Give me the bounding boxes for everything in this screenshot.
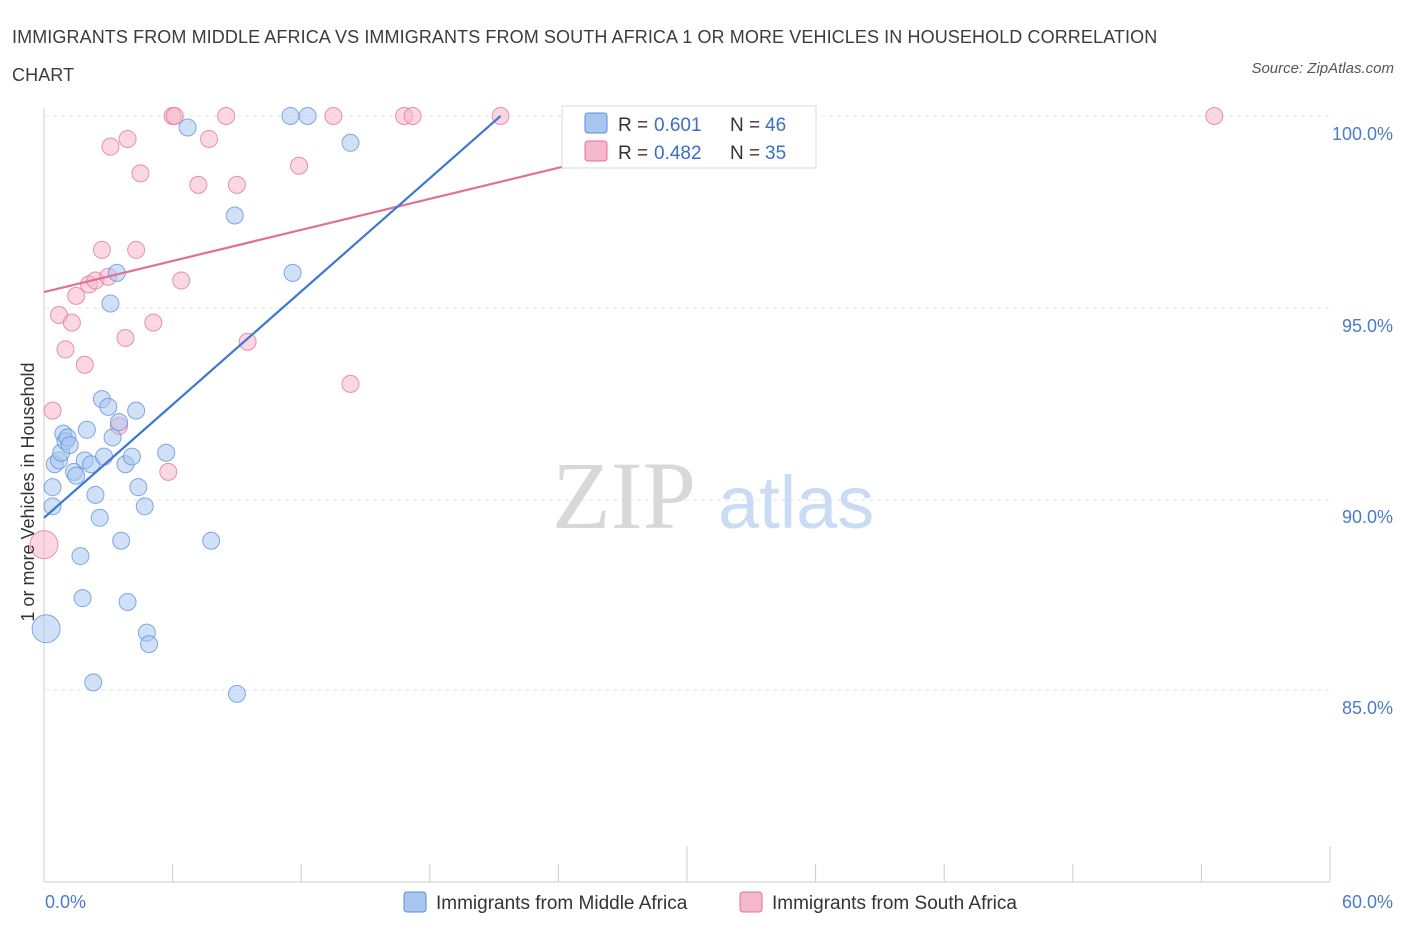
bottom-legend-label-middle-africa: Immigrants from Middle Africa <box>436 893 688 914</box>
data-point-middle-africa <box>283 263 302 282</box>
watermark-atlas: atlas <box>718 461 874 544</box>
data-point-middle-africa <box>127 401 146 420</box>
y-tick-label-100: 100.0% <box>1332 124 1393 144</box>
data-point-south-africa <box>189 175 208 194</box>
data-point-middle-africa <box>281 107 300 125</box>
data-point-south-africa <box>165 107 184 125</box>
y-tick-label-85: 85.0% <box>1342 698 1393 718</box>
data-point-middle-africa <box>60 436 79 455</box>
data-point-south-africa <box>403 107 422 125</box>
data-point-middle-africa <box>112 531 131 550</box>
legend-n-value-1: 46 <box>765 115 786 136</box>
bottom-legend-label-south-africa: Immigrants from South Africa <box>772 893 1017 914</box>
data-point-south-africa <box>159 462 178 481</box>
data-point-middle-africa <box>103 428 122 447</box>
series-middle-africa-points <box>31 107 606 703</box>
data-point-middle-africa <box>298 107 317 125</box>
data-point-south-africa <box>217 107 236 125</box>
data-point-south-africa <box>43 401 62 420</box>
data-point-south-africa <box>101 137 120 156</box>
data-point-middle-africa <box>101 294 120 313</box>
data-point-middle-africa <box>122 447 141 466</box>
data-point-middle-africa <box>84 673 103 692</box>
legend-r-value-2: 0.482 <box>654 143 702 164</box>
data-point-middle-africa <box>95 447 114 466</box>
data-point-middle-africa <box>140 635 159 654</box>
data-point-middle-africa <box>129 478 148 497</box>
gridlines <box>45 115 1330 691</box>
data-point-south-africa <box>116 328 135 347</box>
data-point-middle-africa <box>43 497 62 516</box>
legend-r-label-2: R = <box>618 143 648 164</box>
data-point-middle-africa <box>118 592 137 611</box>
data-point-south-africa <box>29 530 59 560</box>
legend-swatch-middle-africa <box>584 112 608 134</box>
data-point-south-africa <box>75 355 94 374</box>
data-point-middle-africa <box>178 118 197 137</box>
bottom-legend-swatch-middle-africa <box>403 891 427 913</box>
source-label: Source: ZipAtlas.com <box>1251 60 1394 77</box>
data-point-south-africa <box>144 313 163 332</box>
chart-title: IMMIGRANTS FROM MIDDLE AFRICA VS IMMIGRA… <box>12 27 1158 85</box>
data-point-south-africa <box>131 164 150 183</box>
watermark-zip: ZIP <box>552 442 696 549</box>
data-point-middle-africa <box>99 397 118 416</box>
data-point-middle-africa <box>135 497 154 516</box>
legend-r-value-1: 0.601 <box>654 115 702 136</box>
y-tick-label-95: 95.0% <box>1342 316 1393 336</box>
data-point-south-africa <box>172 271 191 290</box>
y-tick-label-90: 90.0% <box>1342 507 1393 527</box>
data-point-south-africa <box>290 156 309 175</box>
legend-n-value-2: 35 <box>765 143 786 164</box>
data-point-south-africa <box>1205 107 1224 125</box>
data-point-south-africa <box>62 313 81 332</box>
data-point-middle-africa <box>341 133 360 152</box>
x-tick-label-max: 60.0% <box>1342 892 1393 912</box>
data-point-middle-africa <box>71 547 90 566</box>
data-point-middle-africa <box>43 478 62 497</box>
legend-box: R = 0.601 N = 46 R = 0.482 N = 35 <box>561 105 817 169</box>
data-point-middle-africa <box>73 589 92 608</box>
data-point-south-africa <box>92 240 111 259</box>
x-tick-marks <box>172 846 1331 882</box>
data-point-south-africa <box>341 374 360 393</box>
data-point-south-africa <box>227 175 246 194</box>
data-point-middle-africa <box>157 443 176 462</box>
data-point-south-africa <box>324 107 343 125</box>
data-point-middle-africa <box>90 508 109 527</box>
data-point-middle-africa <box>202 531 221 550</box>
data-point-south-africa <box>200 129 219 148</box>
data-point-middle-africa <box>86 485 105 504</box>
trend-line-middle-africa <box>43 115 502 519</box>
legend-swatch-south-africa <box>584 140 608 162</box>
x-tick-label-min: 0.0% <box>45 892 86 912</box>
y-axis-label: 1 or more Vehicles in Household <box>18 362 38 621</box>
data-point-middle-africa <box>225 206 244 225</box>
data-point-south-africa <box>67 286 86 305</box>
data-point-middle-africa <box>31 614 61 644</box>
data-point-south-africa <box>238 332 257 351</box>
bottom-legend-swatch-south-africa <box>739 891 763 913</box>
data-point-middle-africa <box>77 420 96 439</box>
data-point-south-africa <box>56 340 75 359</box>
legend-n-label-1: N = <box>730 115 760 136</box>
data-point-south-africa <box>127 240 146 259</box>
legend-n-label-2: N = <box>730 143 760 164</box>
data-point-middle-africa <box>110 413 129 432</box>
bottom-legend: Immigrants from Middle Africa Immigrants… <box>403 891 1017 914</box>
data-point-middle-africa <box>67 466 86 485</box>
legend-r-label-1: R = <box>618 115 648 136</box>
data-point-south-africa <box>118 129 137 148</box>
data-point-middle-africa <box>227 684 246 703</box>
